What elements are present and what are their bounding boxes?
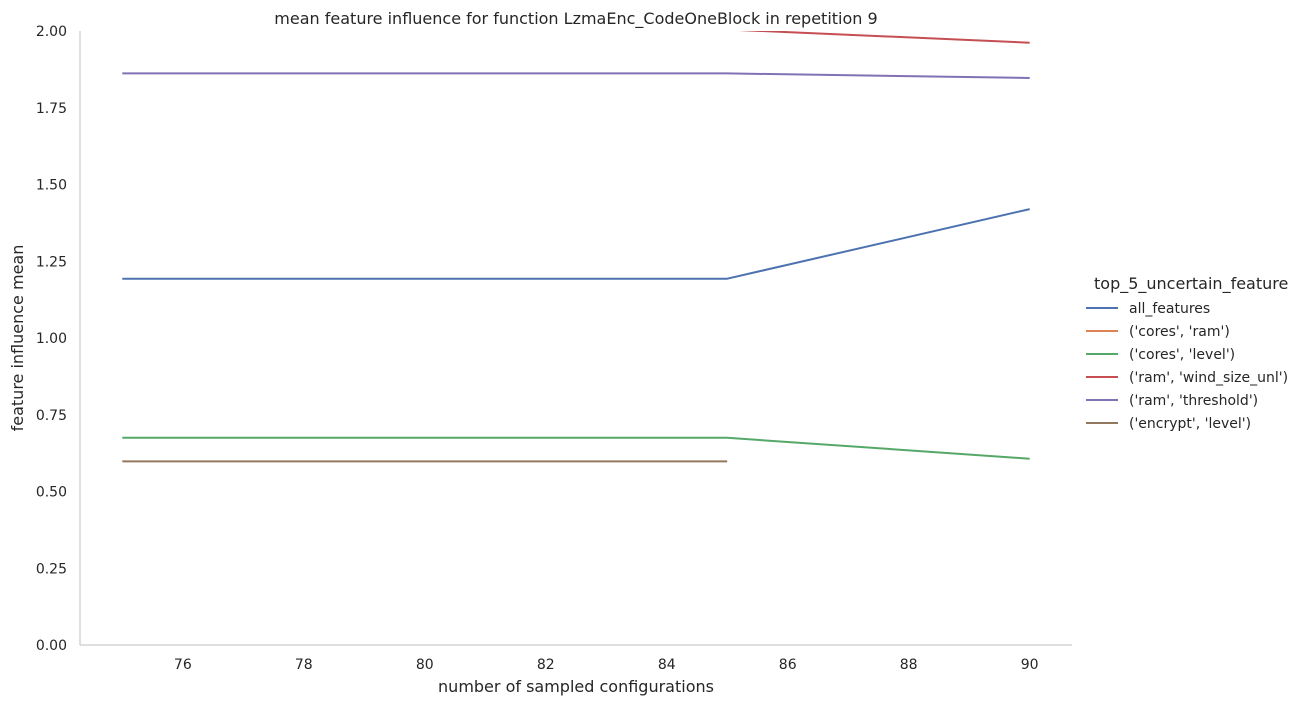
series-line-3: [738, 31, 1030, 44]
x-tick-label: 78: [295, 657, 313, 673]
y-tick-label: 2.00: [36, 24, 67, 40]
x-tick-label: 84: [658, 657, 676, 673]
series-lines: [122, 31, 1030, 463]
legend-label: ('encrypt', 'level'): [1129, 416, 1251, 432]
legend-label: ('ram', 'threshold'): [1129, 393, 1258, 409]
y-tick-label: 0.75: [36, 408, 67, 424]
x-tick-label: 90: [1021, 657, 1039, 673]
chart-title: mean feature influence for function Lzma…: [274, 9, 877, 29]
x-axis-title: number of sampled configurations: [438, 677, 714, 696]
x-tick-label: 82: [537, 657, 555, 673]
series-line-4: [122, 72, 1030, 79]
x-tick-label: 88: [900, 657, 918, 673]
legend-label: ('cores', 'level'): [1129, 347, 1235, 363]
legend-title: top_5_uncertain_feature: [1094, 274, 1288, 294]
legend-label: ('cores', 'ram'): [1129, 324, 1230, 340]
legend-label: all_features: [1129, 301, 1210, 317]
series-line-2: [122, 436, 1030, 460]
x-tick-label: 80: [416, 657, 434, 673]
y-tick-label: 1.25: [36, 254, 67, 270]
y-tick-label: 1.50: [36, 178, 67, 194]
x-tick-label: 86: [779, 657, 797, 673]
y-tick-label: 0.25: [36, 561, 67, 577]
y-tick-label: 0.00: [36, 638, 67, 654]
legend: top_5_uncertain_feature all_features ('co…: [1086, 274, 1288, 432]
legend-items: all_features ('cores', 'ram') ('cores', 'l…: [1086, 301, 1288, 432]
legend-label: ('ram', 'wind_size_unl'): [1129, 370, 1288, 386]
y-axis-ticks: 0.00 0.25 0.50 0.75 1.00 1.25 1.50 1.75 2.00: [36, 24, 67, 654]
y-tick-label: 1.00: [36, 331, 67, 347]
y-tick-label: 1.75: [36, 101, 67, 117]
x-tick-label: 76: [174, 657, 192, 673]
y-tick-label: 0.50: [36, 485, 67, 501]
y-axis-title: feature influence mean: [8, 245, 27, 432]
series-line-0: [122, 208, 1030, 280]
x-axis-ticks: 76 78 80 82 84 86 88 90: [174, 657, 1039, 673]
